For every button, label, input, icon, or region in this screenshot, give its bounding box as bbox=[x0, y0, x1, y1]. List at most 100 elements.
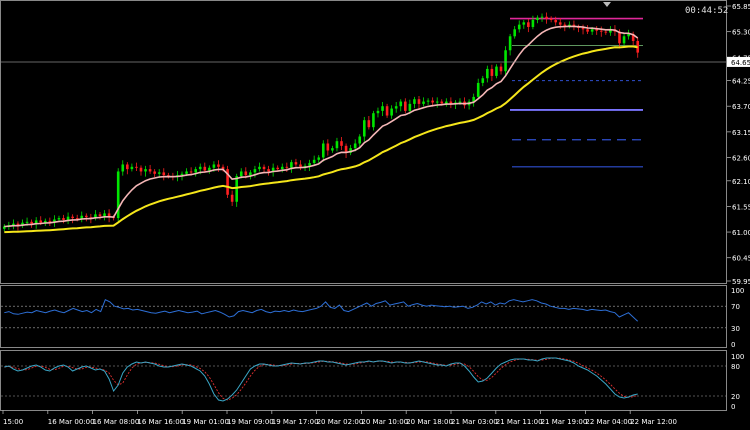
candle bbox=[362, 116, 366, 142]
time-tick-label: 22 Mar 04:00 bbox=[585, 418, 632, 426]
candle bbox=[536, 15, 539, 24]
candle bbox=[162, 168, 166, 181]
time-tick-label: 19 Mar 17:00 bbox=[272, 418, 319, 426]
time-tick-label: 21 Mar 03:00 bbox=[451, 418, 498, 426]
candle bbox=[522, 19, 526, 29]
time-tick-label: 16 Mar 08:00 bbox=[93, 418, 140, 426]
candle bbox=[116, 168, 120, 222]
candle bbox=[595, 26, 599, 35]
candle bbox=[399, 99, 403, 112]
time-tick-label: 16 Mar 16:00 bbox=[137, 418, 184, 426]
price-tick-label: 61.00 bbox=[732, 229, 750, 237]
candle bbox=[258, 162, 261, 172]
candle bbox=[53, 215, 56, 227]
candle bbox=[203, 162, 207, 173]
candle bbox=[290, 159, 293, 173]
candle bbox=[499, 63, 503, 75]
candle bbox=[331, 145, 334, 153]
stochastic-tick-label: 100 bbox=[731, 353, 744, 361]
candle bbox=[340, 136, 343, 151]
candle bbox=[85, 213, 88, 222]
chart-shift-marker-icon[interactable] bbox=[603, 2, 611, 7]
candle bbox=[404, 98, 407, 114]
rsi-tick-label: 100 bbox=[731, 287, 744, 295]
candle bbox=[609, 26, 612, 36]
moving-averages bbox=[4, 25, 639, 234]
candle bbox=[148, 164, 152, 174]
candle bbox=[66, 212, 70, 225]
candle bbox=[2, 224, 6, 232]
candle bbox=[540, 13, 544, 22]
rsi-panel[interactable] bbox=[0, 285, 727, 348]
candle bbox=[508, 33, 512, 56]
candle bbox=[394, 102, 398, 113]
candle bbox=[249, 170, 252, 180]
candle bbox=[121, 160, 125, 176]
candle bbox=[271, 163, 275, 177]
candle bbox=[549, 16, 553, 23]
candle bbox=[408, 99, 412, 115]
candle bbox=[144, 165, 147, 177]
candle bbox=[504, 46, 507, 76]
candle bbox=[230, 190, 234, 206]
time-tick-label: 22 Mar 12:00 bbox=[630, 418, 677, 426]
candle bbox=[312, 155, 316, 166]
candle bbox=[226, 165, 229, 199]
candle bbox=[235, 173, 238, 207]
time-tick-label: 20 Mar 02:00 bbox=[317, 418, 364, 426]
candle bbox=[390, 105, 393, 119]
stochastic-tick-label: 0 bbox=[731, 403, 735, 411]
price-tick-label: 59.95 bbox=[732, 278, 750, 286]
candle bbox=[513, 26, 516, 39]
candle bbox=[349, 144, 352, 156]
price-tick-label: 65.30 bbox=[732, 29, 750, 37]
stochastic-main-line bbox=[4, 357, 638, 402]
rsi-line bbox=[4, 299, 639, 322]
price-tick-label: 62.60 bbox=[732, 154, 750, 162]
candle bbox=[358, 134, 362, 148]
candle bbox=[294, 158, 298, 167]
rsi-tick-label: 30 bbox=[731, 325, 740, 333]
candle bbox=[581, 24, 585, 35]
stochastic-panel[interactable] bbox=[0, 350, 727, 411]
price-tick-label: 61.55 bbox=[732, 203, 750, 211]
time-tick-label: 20 Mar 18:00 bbox=[406, 418, 453, 426]
candle bbox=[486, 65, 489, 83]
candle bbox=[435, 97, 439, 108]
candle bbox=[194, 166, 197, 177]
slow-moving-average-line bbox=[4, 45, 638, 234]
rsi-indicator: 100 70 30 0 bbox=[1, 287, 744, 349]
candle bbox=[208, 165, 211, 174]
candle bbox=[531, 15, 535, 30]
candle bbox=[622, 33, 626, 46]
candle bbox=[321, 140, 325, 162]
candle bbox=[167, 172, 170, 179]
candle bbox=[21, 219, 24, 228]
main-price-panel[interactable] bbox=[0, 0, 727, 284]
candle bbox=[103, 210, 106, 221]
server-clock: 00:44:52 bbox=[685, 6, 728, 16]
candle bbox=[48, 217, 52, 226]
candle bbox=[135, 162, 138, 171]
time-tick-label: 21 Mar 19:00 bbox=[541, 418, 588, 426]
stochastic-tick-label: 80 bbox=[731, 363, 740, 371]
price-tick-label: 63.15 bbox=[732, 129, 750, 137]
candle bbox=[80, 211, 84, 223]
candle bbox=[262, 164, 266, 173]
candle bbox=[413, 96, 416, 109]
candle bbox=[335, 137, 339, 152]
candle bbox=[472, 93, 475, 107]
rsi-tick-label: 70 bbox=[731, 303, 740, 311]
candle bbox=[545, 12, 548, 24]
time-tick-label: 15:00 bbox=[3, 418, 23, 426]
candle bbox=[344, 143, 348, 158]
fast-moving-average-line bbox=[4, 25, 639, 228]
price-tick-label: 65.85 bbox=[732, 3, 750, 11]
candle bbox=[385, 103, 389, 118]
candle bbox=[481, 75, 485, 87]
candle bbox=[445, 98, 448, 107]
candle bbox=[599, 26, 603, 37]
candle bbox=[554, 16, 557, 26]
